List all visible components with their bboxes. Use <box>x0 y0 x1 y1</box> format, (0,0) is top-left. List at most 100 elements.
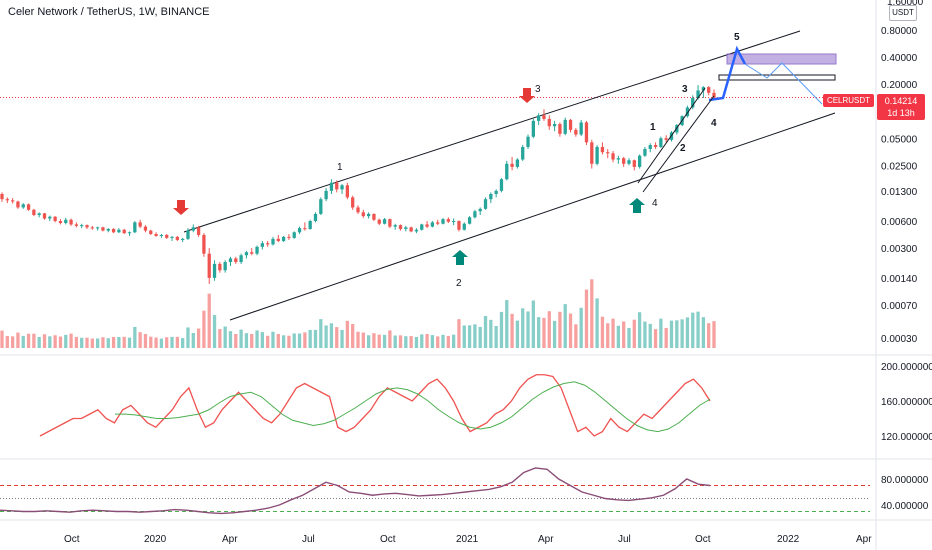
time-axis-tick: Apr <box>856 534 872 545</box>
time-axis-tick: Apr <box>538 534 554 545</box>
volume-bar <box>404 336 408 348</box>
candle-body <box>398 225 403 229</box>
volume-bar <box>563 304 567 348</box>
candle-body <box>425 224 429 227</box>
candle-body <box>345 185 350 198</box>
currency-badge[interactable]: USDT <box>889 5 917 21</box>
rsi-axis-tick: 200.000000 <box>881 362 932 373</box>
volume-bar <box>701 317 706 348</box>
volume-bar <box>441 334 445 348</box>
candle-body <box>616 158 621 160</box>
candle-body <box>223 262 227 271</box>
candle-body <box>552 124 557 127</box>
volume-bar <box>420 334 424 348</box>
candle-body <box>531 120 535 137</box>
volume-bar <box>80 337 84 348</box>
volume-bar <box>430 335 435 348</box>
volume-bar <box>90 338 94 348</box>
volume-bar <box>542 317 546 348</box>
candle-body <box>335 182 339 190</box>
candle-body <box>574 129 578 135</box>
candle-body <box>111 228 116 233</box>
candle-body <box>489 193 493 200</box>
candle-body <box>196 227 201 235</box>
candle-body <box>10 200 15 202</box>
candle-body <box>117 229 121 233</box>
volume-bar <box>473 324 477 348</box>
candle-body <box>122 229 126 234</box>
sell-arrow-icon <box>173 200 189 215</box>
price-axis-tick: 0.00600 <box>881 217 918 228</box>
candle-body <box>653 145 658 147</box>
candle-body <box>127 232 132 234</box>
candle-body <box>133 222 137 233</box>
wave-label: 5 <box>734 32 740 43</box>
candle-body <box>462 223 466 230</box>
candle-body <box>478 208 482 212</box>
volume-bar <box>260 332 265 348</box>
volume-bar <box>494 325 498 348</box>
candle-body <box>42 213 47 219</box>
price-axis-tick: 0.00300 <box>881 244 918 255</box>
candle-body <box>547 118 551 127</box>
volume-bar <box>584 289 589 348</box>
volume-bar <box>499 311 504 348</box>
candle-body <box>563 119 567 134</box>
chart-title: Celer Network / TetherUS, 1W, BINANCE <box>8 6 210 18</box>
candle-body <box>170 236 174 238</box>
volume-bar <box>611 318 615 348</box>
volume-bar <box>26 333 31 348</box>
volume-bar <box>659 318 663 348</box>
wave-label: 2 <box>680 143 686 154</box>
candle-body <box>329 182 334 191</box>
volume-bar <box>154 337 158 348</box>
volume-bar <box>207 293 211 348</box>
volume-bar <box>122 336 126 348</box>
volume-bar <box>414 336 419 348</box>
volume-bar <box>377 334 381 348</box>
volume-bar <box>675 320 679 348</box>
candle-body <box>611 153 615 160</box>
volume-bar <box>133 326 137 348</box>
candle-body <box>308 221 312 229</box>
volume-bar <box>159 338 164 348</box>
volume-bar <box>58 336 63 348</box>
volume-bar <box>712 321 716 348</box>
volume-bar <box>165 337 169 348</box>
price-axis-tick: 0.40000 <box>881 53 918 64</box>
volume-bar <box>95 338 100 348</box>
last-price-value: 0.14214 <box>884 96 918 106</box>
volume-bar <box>627 327 631 348</box>
time-axis-tick: 2020 <box>144 534 167 545</box>
volume-bar <box>239 329 243 348</box>
candle-body <box>568 119 573 130</box>
volume-bar <box>558 311 562 348</box>
wave-label: 4 <box>711 118 717 129</box>
candle-body <box>696 90 700 99</box>
price-axis-tick: 0.02500 <box>881 161 918 172</box>
volume-bar <box>186 327 190 348</box>
candle-body <box>149 230 153 235</box>
candle-body <box>80 225 84 227</box>
volume-bar <box>250 333 254 348</box>
time-axis-tick: Apr <box>222 534 238 545</box>
time-axis-tick: Jul <box>618 534 631 545</box>
volume-bar <box>335 327 339 348</box>
candle-body <box>600 146 605 153</box>
candle-body <box>595 146 599 164</box>
candle-body <box>271 238 275 245</box>
candle-body <box>590 142 594 164</box>
price-axis-tick: 0.00070 <box>881 301 918 312</box>
wedge-line <box>642 95 715 193</box>
volume-bar <box>196 328 201 348</box>
volume-bar <box>393 335 397 348</box>
candle-body <box>48 216 52 219</box>
volume-bar <box>255 330 259 348</box>
candle-body <box>457 221 461 230</box>
candle-body <box>627 160 631 164</box>
candle-body <box>659 138 663 147</box>
candle-body <box>292 232 296 238</box>
volume-bar <box>388 330 392 348</box>
volume-bar <box>664 327 668 348</box>
